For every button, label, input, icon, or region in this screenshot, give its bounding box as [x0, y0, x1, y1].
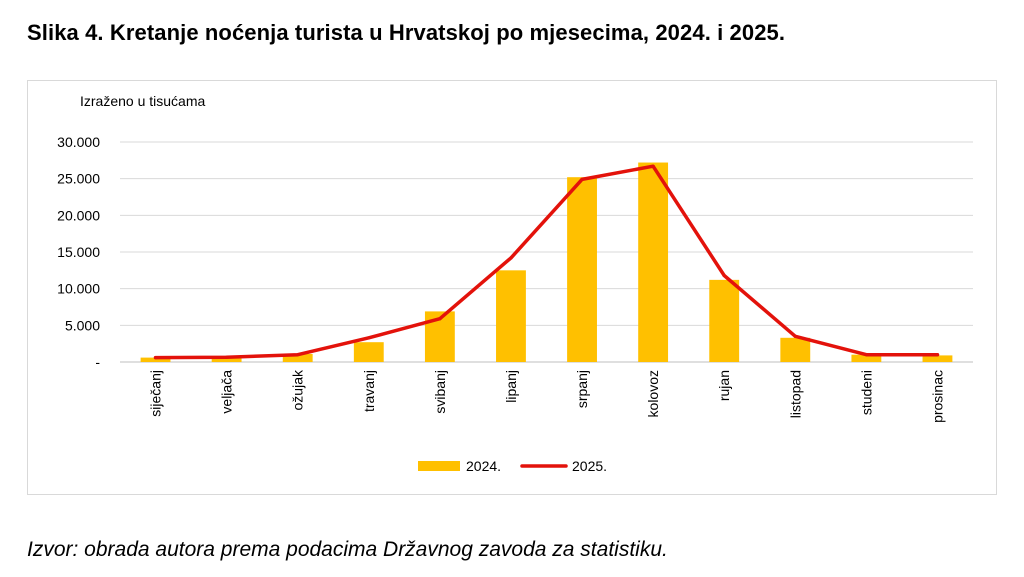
legend-swatch-2024 — [418, 461, 460, 471]
bar-2024 — [922, 355, 953, 362]
y-tick-label: 5.000 — [65, 317, 100, 333]
y-tick-label: 10.000 — [57, 281, 100, 297]
bar-2024 — [709, 279, 740, 362]
y-tick-label: 25.000 — [57, 171, 100, 187]
bar-2024 — [282, 353, 313, 362]
figure-title: Slika 4. Kretanje noćenja turista u Hrva… — [27, 20, 786, 45]
x-tick-label: srpanj — [574, 370, 590, 408]
point-2025 — [225, 355, 229, 359]
point-2025 — [153, 356, 158, 360]
x-tick-label: listopad — [787, 370, 803, 418]
point-2025 — [509, 256, 513, 260]
point-2025 — [864, 353, 868, 357]
y-tick-label: 30.000 — [57, 134, 100, 150]
legend-label-2025: 2025. — [572, 458, 607, 474]
y-tick-label: 15.000 — [57, 244, 100, 260]
legend-label-2024: 2024. — [466, 458, 501, 474]
point-2025 — [793, 334, 797, 338]
point-2025 — [935, 353, 940, 357]
x-tick-label: prosinac — [929, 370, 945, 423]
x-tick-label: lipanj — [503, 370, 519, 403]
y-axis-ticks: - 5.000 10.000 15.000 20.000 25.000 30.000 — [57, 134, 100, 370]
x-tick-label: veljača — [219, 370, 235, 414]
bar-2024 — [496, 270, 526, 362]
bar-2024 — [638, 162, 669, 362]
point-2025 — [651, 164, 655, 168]
x-tick-label: svibanj — [432, 370, 448, 414]
point-2025 — [367, 336, 371, 340]
bar-2024 — [353, 342, 384, 362]
x-axis-ticks: siječanj veljača ožujak travanj svibanj lipan… — [148, 369, 946, 423]
y-axis-unit-label: Izraženo u tisućama — [80, 93, 206, 109]
bar-2024 — [140, 357, 171, 362]
x-tick-label: kolovoz — [645, 370, 661, 417]
point-2025 — [722, 273, 726, 278]
x-tick-label: travanj — [361, 370, 377, 412]
bar-2024 — [780, 337, 811, 362]
bar-2024 — [211, 356, 242, 362]
series-line-2025 — [153, 164, 940, 360]
y-tick-label: 20.000 — [57, 207, 100, 223]
source-note: Izvor: obrada autora prema podacima Drža… — [27, 538, 668, 561]
gridlines — [120, 141, 973, 363]
bars-2024 — [140, 162, 953, 362]
x-tick-label: rujan — [716, 370, 732, 401]
x-tick-label: ožujak — [290, 369, 306, 410]
x-tick-label: studeni — [858, 370, 874, 415]
point-2025 — [296, 353, 300, 357]
y-tick-label: - — [95, 354, 100, 370]
bar-2024 — [851, 354, 882, 362]
x-tick-label: siječanj — [148, 370, 164, 417]
point-2025 — [438, 317, 442, 321]
legend: 2024. 2025. — [418, 458, 607, 474]
bar-2024 — [567, 177, 597, 362]
line-2025 — [153, 164, 940, 360]
point-2025 — [580, 177, 584, 181]
